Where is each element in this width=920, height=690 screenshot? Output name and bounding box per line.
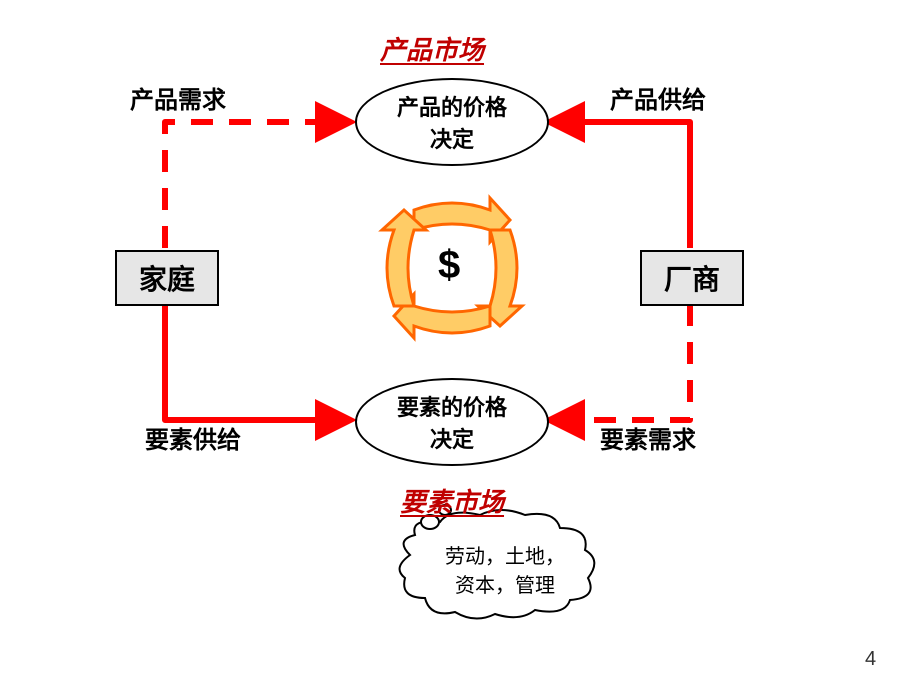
entity-firm: 厂商 [640,250,744,306]
title-factor-market: 要素市场 [400,482,504,519]
title-product-market: 产品市场 [380,30,484,67]
label-product-supply: 产品供给 [610,80,706,115]
center-dollar: $ [438,243,460,288]
flow-factor-supply [165,304,350,420]
cloud-text: 劳动，土地， 资本，管理 [420,540,590,598]
ellipse-factor-price-text: 要素的价格 决定 [397,390,507,454]
diagram-stage: 产品市场 要素市场 产品需求 产品供给 要素供给 要素需求 家庭 厂商 产品的价… [0,0,920,690]
ellipse-product-price-text: 产品的价格 决定 [397,90,507,154]
flow-product-supply [550,122,690,248]
ellipse-product-price: 产品的价格 决定 [355,78,549,166]
ellipse-factor-price: 要素的价格 决定 [355,378,549,466]
label-factor-demand: 要素需求 [600,420,696,455]
label-product-demand: 产品需求 [130,80,226,115]
entity-household: 家庭 [115,250,219,306]
label-factor-supply: 要素供给 [145,420,241,455]
flow-product-demand [165,122,350,248]
flow-factor-demand [550,304,690,420]
page-number: 4 [865,648,876,671]
